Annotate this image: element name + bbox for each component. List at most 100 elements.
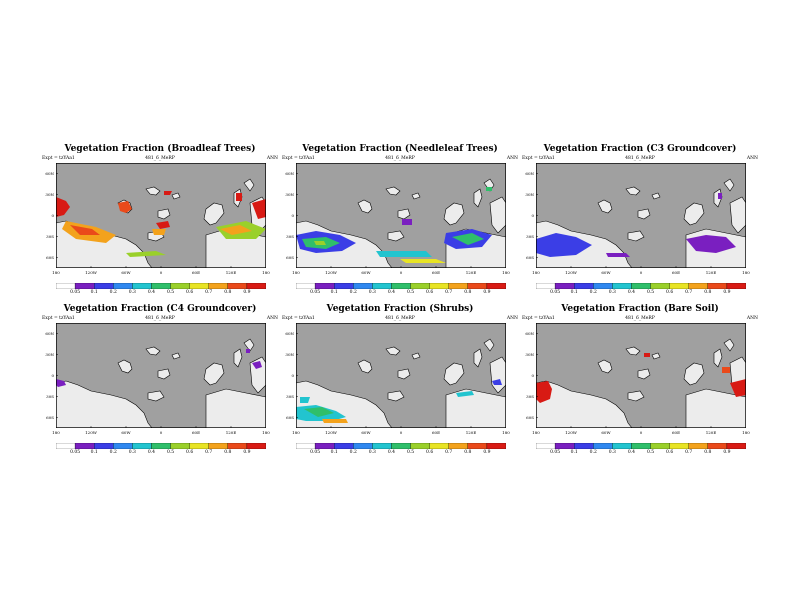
colorbar-swatch — [707, 443, 728, 449]
land-mass — [385, 186, 401, 196]
vegetation-region — [70, 225, 100, 235]
land-mass — [473, 188, 483, 208]
case-label: 481_6_MeRP — [145, 156, 175, 161]
lon-tick-label: 120E — [465, 270, 477, 275]
vegetation-region — [536, 381, 552, 403]
colorbar-label: 0.7 — [205, 290, 213, 295]
lat-tick-label: 60S — [526, 415, 534, 420]
lon-tick-label: 120W — [325, 270, 337, 275]
lon-tick-label: 60E — [431, 270, 440, 275]
colorbar — [536, 283, 746, 289]
colorbar-label: 0.6 — [426, 450, 434, 455]
vegetation-region — [252, 361, 262, 369]
colorbar-swatch — [612, 283, 632, 289]
colorbar-swatch — [410, 443, 430, 449]
land-mass — [683, 362, 705, 386]
colorbar-label: 0.5 — [406, 450, 415, 455]
lat-tick-label: 60N — [525, 331, 534, 336]
colorbar-swatch — [208, 443, 228, 449]
lon-tick-label: 120W — [565, 430, 577, 435]
season-label: ANN — [266, 316, 278, 321]
colorbar-swatch — [467, 283, 488, 289]
colorbar-swatch — [94, 443, 114, 449]
colorbar-label: 0.9 — [243, 290, 251, 295]
colorbar-label: 0.8 — [464, 450, 472, 455]
lat-tick-label: 30S — [526, 234, 534, 239]
land-mass — [357, 359, 373, 374]
land-mass — [233, 348, 243, 368]
colorbar-label: 0.2 — [109, 290, 117, 295]
colorbar-label: 0.1 — [90, 290, 98, 295]
colorbar-label: 0.8 — [464, 290, 472, 295]
colorbar-swatch — [574, 443, 594, 449]
lon-tick-label: 0 — [159, 270, 163, 275]
colorbar-label: 0.3 — [608, 450, 616, 455]
lat-tick-label: 60N — [45, 171, 54, 176]
colorbar-label: 0.05 — [310, 450, 321, 455]
lon-tick-label: 60W — [121, 430, 131, 435]
map-plot — [56, 163, 266, 268]
colorbar — [56, 283, 266, 289]
colorbar-label: 0.2 — [109, 450, 117, 455]
land-mass — [536, 380, 633, 428]
lat-tick-label: 30S — [46, 394, 54, 399]
land-mass — [387, 230, 405, 242]
colorbar-swatch — [334, 443, 354, 449]
land-mass — [729, 196, 746, 234]
colorbar-swatch — [631, 283, 651, 289]
lon-tick-label: 0 — [399, 270, 403, 275]
lat-tick-label: 60N — [525, 171, 534, 176]
colorbar-swatch — [132, 283, 152, 289]
vegetation-region — [152, 229, 166, 235]
experiment-label: Expt = tzYAa1 — [522, 156, 555, 161]
lon-tick-label: 180 — [502, 430, 510, 435]
colorbar-swatch — [448, 443, 468, 449]
colorbar-swatch — [726, 443, 746, 449]
land-mass — [597, 199, 613, 214]
vegetation-region — [236, 193, 242, 201]
map-plot — [536, 163, 746, 268]
land-mass — [637, 368, 651, 380]
lat-tick-label: 30S — [286, 234, 294, 239]
colorbar-swatch — [554, 283, 575, 289]
vegetation-region — [456, 391, 474, 397]
land-mass — [145, 186, 161, 196]
colorbar-label: 0.9 — [723, 450, 731, 455]
lon-tick-label: 180 — [292, 430, 300, 435]
vegetation-region — [118, 201, 132, 213]
colorbar-swatch — [296, 443, 316, 449]
vegetation-region — [686, 235, 736, 253]
land-mass — [147, 390, 165, 402]
colorbar-swatch — [707, 283, 728, 289]
vegetation-region — [322, 419, 348, 423]
lat-tick-label: 0 — [291, 213, 294, 218]
panel-title: Vegetation Fraction (Broadleaf Trees) — [64, 144, 256, 154]
colorbar-swatch — [56, 283, 76, 289]
lon-tick-label: 180 — [52, 430, 60, 435]
lon-tick-label: 120E — [465, 430, 477, 435]
lat-tick-label: 30N — [285, 192, 294, 197]
colorbar-label: 0.05 — [70, 450, 81, 455]
lat-tick-label: 60S — [46, 415, 54, 420]
season-label: ANN — [506, 156, 518, 161]
vegetation-region — [536, 233, 592, 257]
lat-tick-label: 60S — [286, 415, 294, 420]
land-mass — [625, 186, 641, 196]
colorbar-label: 0.1 — [570, 290, 578, 295]
colorbar-label: 0.3 — [128, 450, 136, 455]
lon-tick-label: 120W — [325, 430, 337, 435]
land-mass — [243, 338, 255, 352]
experiment-label: Expt = tzYAa1 — [42, 156, 75, 161]
land-mass — [145, 346, 161, 356]
colorbar-label: 0.5 — [646, 450, 655, 455]
colorbar-swatch — [429, 283, 449, 289]
map-plot — [296, 323, 506, 428]
case-label: 481_6_MeRP — [385, 316, 415, 321]
colorbar-label: 0.8 — [224, 290, 232, 295]
colorbar-label: 0.7 — [445, 290, 453, 295]
colorbar-swatch — [650, 443, 670, 449]
lat-tick-label: 60N — [285, 171, 294, 176]
colorbar-label: 0.1 — [570, 450, 578, 455]
colorbar-label: 0.5 — [646, 290, 655, 295]
colorbar-label: 0.8 — [224, 450, 232, 455]
